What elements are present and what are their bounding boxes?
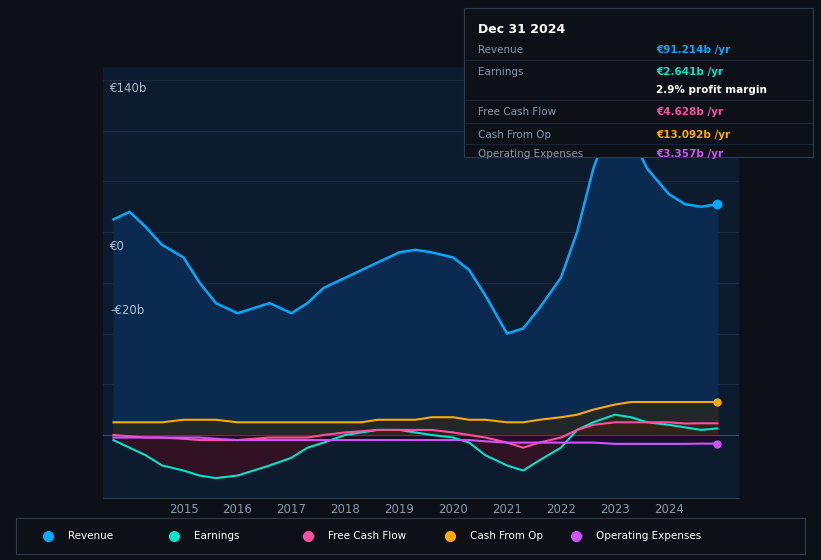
Text: €4.628b /yr: €4.628b /yr (656, 108, 723, 117)
Text: Free Cash Flow: Free Cash Flow (328, 531, 406, 541)
Text: €13.092b /yr: €13.092b /yr (656, 129, 730, 139)
Text: -€20b: -€20b (110, 304, 144, 318)
Text: Free Cash Flow: Free Cash Flow (478, 108, 556, 117)
Text: Earnings: Earnings (478, 67, 523, 77)
Text: Cash From Op: Cash From Op (470, 531, 543, 541)
Text: €140b: €140b (110, 82, 148, 95)
Text: €91.214b /yr: €91.214b /yr (656, 45, 730, 55)
Text: 2.9% profit margin: 2.9% profit margin (656, 85, 767, 95)
Text: Operating Expenses: Operating Expenses (478, 149, 583, 159)
Text: Earnings: Earnings (194, 531, 239, 541)
Text: Revenue: Revenue (67, 531, 112, 541)
Text: €3.357b /yr: €3.357b /yr (656, 149, 723, 159)
Text: €0: €0 (110, 240, 125, 253)
Text: €2.641b /yr: €2.641b /yr (656, 67, 723, 77)
Text: Operating Expenses: Operating Expenses (596, 531, 701, 541)
Text: Dec 31 2024: Dec 31 2024 (478, 24, 565, 36)
Text: Cash From Op: Cash From Op (478, 129, 551, 139)
Text: Revenue: Revenue (478, 45, 523, 55)
